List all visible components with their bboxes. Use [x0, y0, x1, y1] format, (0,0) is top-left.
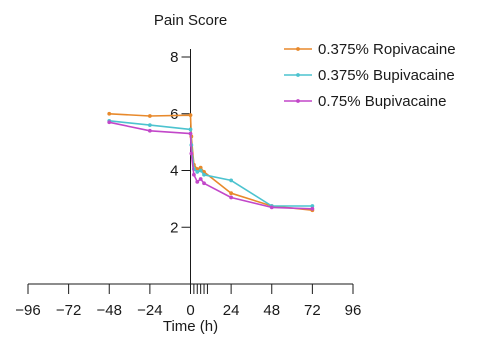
data-point — [147, 128, 152, 133]
data-point — [202, 172, 206, 177]
x-axis-title: Time (h) — [163, 318, 218, 335]
x-tick-label: 48 — [263, 302, 280, 319]
data-point — [107, 120, 112, 125]
data-point — [147, 123, 152, 127]
x-tick-label: −48 — [97, 302, 122, 319]
x-tick-label: 72 — [304, 302, 321, 319]
data-point — [229, 191, 234, 196]
y-tick-label: 2 — [170, 219, 178, 236]
data-point — [229, 178, 234, 183]
legend-label: 0.375% Ropivacaine — [318, 41, 456, 58]
data-point — [269, 205, 274, 210]
y-tick-label: 8 — [170, 49, 178, 66]
legend-swatch-marker — [296, 47, 300, 51]
series-line — [109, 120, 313, 207]
x-tick-label: 0 — [186, 302, 194, 319]
x-tick-label: 96 — [345, 302, 362, 319]
legend-item-2: 0.375% Bupivacaine — [284, 67, 455, 84]
legend-label: 0.75% Bupivacaine — [318, 93, 446, 110]
data-point — [189, 151, 194, 156]
legend-label: 0.375% Bupivacaine — [318, 67, 455, 84]
data-point — [229, 195, 234, 200]
x-tick-label: 24 — [223, 302, 240, 319]
x-tick-label: −72 — [56, 302, 81, 319]
data-point — [195, 167, 200, 171]
legend-item-3: 0.75% Bupivacaine — [284, 93, 446, 110]
data-point — [147, 114, 152, 118]
legend-swatch-marker — [296, 99, 300, 103]
data-point — [195, 179, 200, 184]
y-tick-label: 4 — [170, 163, 178, 180]
data-point — [198, 165, 203, 170]
data-point — [107, 111, 112, 116]
data-point — [195, 170, 200, 174]
series-1 — [107, 111, 315, 213]
data-point — [310, 206, 315, 211]
series-2 — [107, 118, 315, 208]
data-point — [198, 177, 203, 181]
legend: 0.375% Ropivacaine 0.375% Bupivacaine 0.75… — [284, 41, 456, 110]
data-point — [191, 172, 196, 177]
data-point — [188, 131, 193, 136]
series-3 — [107, 120, 315, 211]
x-tick-label: −96 — [15, 302, 40, 319]
x-tick-label: −24 — [137, 302, 162, 319]
data-point — [202, 181, 206, 186]
series-layer — [107, 111, 315, 213]
series-line — [109, 121, 313, 210]
y-axis-title: Pain Score — [154, 12, 227, 29]
y-tick-label: 6 — [170, 106, 178, 123]
data-point — [188, 113, 193, 118]
data-point — [198, 168, 203, 173]
data-point — [310, 204, 315, 208]
legend-item-1: 0.375% Ropivacaine — [284, 41, 456, 58]
legend-swatch-marker — [296, 73, 300, 77]
data-point — [188, 127, 193, 132]
